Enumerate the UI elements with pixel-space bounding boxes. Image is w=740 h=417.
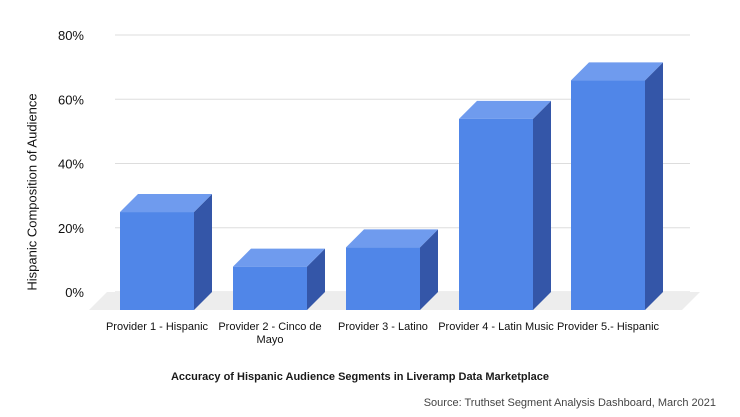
bar-front: [120, 212, 194, 310]
y-tick-label: 0%: [65, 285, 84, 300]
bar-front: [459, 118, 533, 310]
y-tick-label: 20%: [58, 221, 84, 236]
x-tick-label: Provider 2 - Cinco de Mayo: [218, 321, 322, 346]
bar-top: [233, 248, 325, 267]
x-tick-label: Provider 1 - Hispanic: [105, 321, 209, 333]
source-note: Source: Truthset Segment Analysis Dashbo…: [423, 397, 716, 409]
bar-front: [346, 247, 420, 310]
bar-side: [307, 248, 325, 310]
bar: [571, 62, 663, 311]
bar-side: [420, 229, 438, 310]
bar-top: [346, 229, 438, 248]
y-tick-label: 40%: [58, 157, 84, 172]
x-tick-label: Provider 4 - Latin Music: [438, 321, 554, 333]
bar: [233, 248, 325, 310]
bar-side: [194, 194, 212, 310]
chart-caption: Accuracy of Hispanic Audience Segments i…: [170, 371, 549, 383]
bar-top: [571, 62, 663, 81]
y-tick-label: 60%: [58, 92, 84, 107]
bar-side: [645, 62, 663, 311]
bar-front: [571, 80, 645, 311]
bar: [346, 229, 438, 310]
y-tick-label: 80%: [58, 28, 84, 43]
bar: [459, 100, 551, 310]
bar-top: [120, 194, 212, 213]
bar-side: [533, 100, 551, 310]
y-axis-label: Hispanic Composition of Audience: [24, 93, 40, 291]
x-tick-label: Provider 3 - Latino: [338, 321, 428, 333]
bar-front: [233, 266, 307, 310]
x-tick-label: Provider 5.- Hispanic: [556, 321, 660, 333]
bar-top: [459, 100, 551, 119]
bar: [120, 194, 212, 310]
